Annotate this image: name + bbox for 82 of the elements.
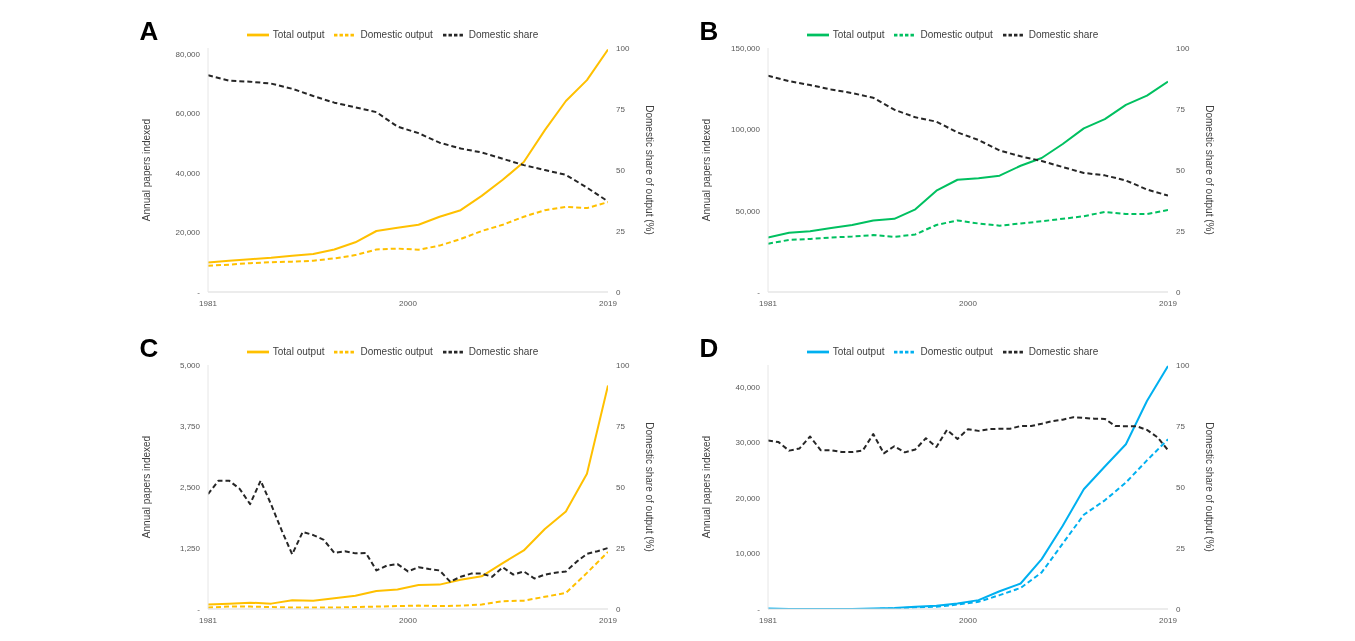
y-tick-label: 50,000 [735,206,761,216]
chart-title: C [139,332,159,364]
y-tick-label: - [196,604,200,614]
y2-tick-label: 75 [615,104,625,114]
y-tick-label: - [756,287,760,297]
chart-title: D [699,332,719,364]
y-tick-label: 5,000 [179,360,201,370]
y2-tick-label: 25 [615,543,625,553]
line-series [767,80,1168,239]
x-tick-label: 2019 [598,615,617,625]
y2-axis-title: Domestic share of output (%) [643,105,655,235]
line-series [767,209,1168,245]
x-tick-label: 2000 [398,298,417,308]
y-tick-label: 150,000 [730,43,761,53]
x-tick-label: 2000 [958,298,977,308]
x-tick-label: 2019 [1158,298,1177,308]
y-tick-label: 1,250 [179,543,201,553]
y-tick-label: 80,000 [175,49,201,59]
legend-label: Domestic share [1028,345,1099,357]
y2-tick-label: 100 [1175,360,1190,370]
y2-tick-label: 0 [1175,604,1181,614]
y2-tick-label: 0 [615,604,621,614]
x-tick-label: 1981 [198,615,217,625]
y-tick-label: 20,000 [735,493,761,503]
y-tick-label: - [196,287,200,297]
line-series [207,48,608,264]
legend-label: Total output [272,345,325,357]
y-tick-label: 30,000 [735,437,761,447]
legend-label: Total output [832,345,885,357]
legend-label: Domestic share [468,28,539,40]
legend-label: Domestic share [468,345,539,357]
x-tick-label: 2000 [958,615,977,625]
y2-tick-label: 75 [1175,104,1185,114]
y-axis-title: Annual papers indexed [140,118,152,222]
legend-label: Total output [832,28,885,40]
y2-tick-label: 75 [1175,421,1185,431]
x-tick-label: 2019 [598,298,617,308]
y-tick-label: 100,000 [730,125,761,135]
legend-label: Domestic output [360,28,433,40]
legend-label: Total output [272,28,325,40]
y2-axis-title: Domestic share of output (%) [643,421,655,552]
y2-tick-label: 50 [615,482,625,492]
y2-tick-label: 75 [615,421,625,431]
y-tick-label: 3,750 [179,421,201,431]
line-series [207,479,608,583]
x-tick-label: 1981 [758,298,777,308]
y2-tick-label: 50 [1175,165,1185,175]
y-tick-label: - [756,604,760,614]
x-tick-label: 1981 [198,298,217,308]
y2-axis-title: Domestic share of output (%) [1203,421,1215,552]
y2-tick-label: 25 [615,226,625,236]
y2-tick-label: 100 [1175,43,1190,53]
y2-tick-label: 0 [1175,287,1181,297]
y2-tick-label: 100 [615,360,630,370]
line-series [767,74,1168,197]
y2-tick-label: 25 [1175,543,1185,553]
legend-label: Domestic output [920,28,993,40]
x-tick-label: 2019 [1158,615,1177,625]
y-tick-label: 10,000 [735,548,761,558]
y2-axis-title: Domestic share of output (%) [1203,105,1215,235]
y2-tick-label: 50 [1175,482,1185,492]
y-tick-label: 40,000 [175,168,201,178]
y2-tick-label: 50 [615,165,625,175]
y2-tick-label: 25 [1175,226,1185,236]
y-axis-title: Annual papers indexed [700,435,712,538]
y-axis-title: Annual papers indexed [140,435,152,538]
legend-label: Domestic output [920,345,993,357]
y-tick-label: 2,500 [179,482,201,492]
y2-tick-label: 0 [615,287,621,297]
y-tick-label: 20,000 [175,228,201,238]
line-series [207,74,608,203]
legend-label: Domestic share [1028,28,1099,40]
y-axis-title: Annual papers indexed [700,118,712,222]
y-tick-label: 40,000 [735,382,761,392]
y-tick-label: 60,000 [175,109,201,119]
x-tick-label: 1981 [758,615,777,625]
x-tick-label: 2000 [398,615,417,625]
chart-title: A [139,16,159,47]
legend-label: Domestic output [360,345,433,357]
line-series [767,415,1168,454]
y2-tick-label: 100 [615,43,630,53]
chart-title: B [699,16,719,47]
